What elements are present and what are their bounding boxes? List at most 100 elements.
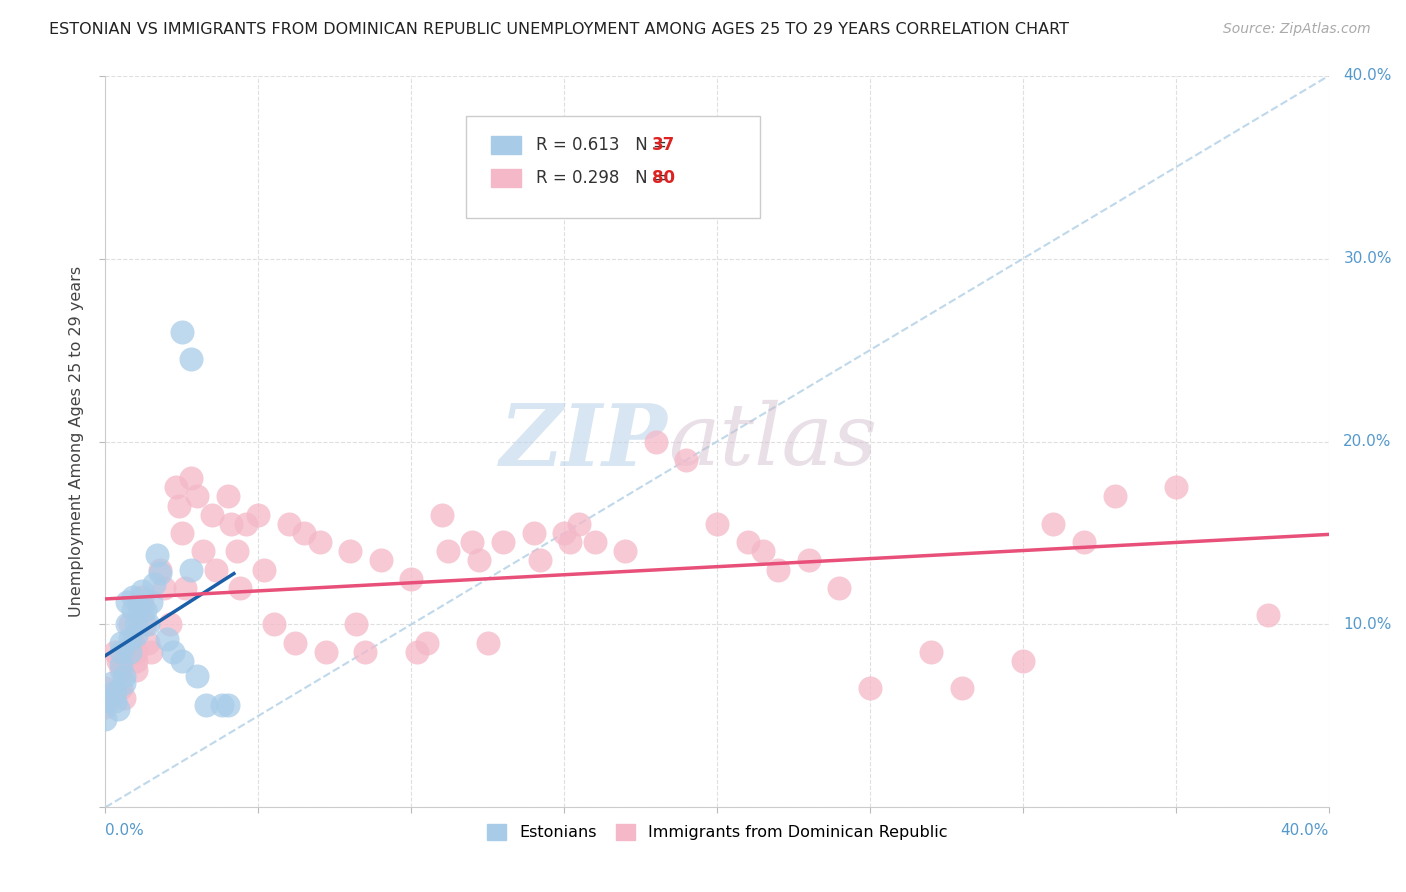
Point (149, 563, 172, 577)
Point (614, 544, 637, 558)
Point (149, 566, 172, 581)
Point (125, 628, 148, 642)
Point (170, 526, 193, 541)
Point (217, 698, 239, 712)
Point (125, 645, 148, 659)
Point (399, 572, 422, 586)
Point (167, 499, 190, 513)
Text: 37: 37 (652, 136, 675, 154)
Point (107, 654, 129, 668)
Point (277, 516, 299, 531)
Point (492, 535, 515, 549)
Point (752, 544, 775, 558)
Point (143, 577, 166, 591)
Point (112, 668, 135, 682)
Text: Source: ZipAtlas.com: Source: ZipAtlas.com (1223, 22, 1371, 37)
Point (204, 563, 226, 577)
Point (94, 699, 117, 714)
Point (146, 548, 169, 562)
Point (94, 694, 117, 708)
Point (125, 654, 148, 668)
Point (737, 535, 759, 549)
Point (461, 535, 484, 549)
Point (180, 563, 202, 577)
Point (568, 516, 591, 531)
Point (859, 681, 882, 696)
Point (131, 584, 153, 599)
Point (141, 645, 163, 659)
Text: 30.0%: 30.0% (1343, 252, 1392, 266)
Point (828, 581, 851, 595)
FancyBboxPatch shape (467, 116, 759, 219)
Point (1256, 608, 1278, 623)
Point (110, 635, 132, 649)
Point (950, 681, 973, 696)
Point (1164, 480, 1187, 494)
Point (110, 663, 132, 677)
Point (110, 657, 132, 672)
Point (1011, 654, 1033, 668)
Point (1073, 535, 1095, 549)
Point (186, 668, 208, 682)
Point (94, 681, 117, 696)
Text: R = 0.613   N =: R = 0.613 N = (536, 136, 672, 154)
Point (122, 603, 145, 617)
Point (122, 635, 145, 649)
Point (430, 508, 453, 522)
Point (152, 581, 174, 595)
Point (768, 563, 790, 577)
Point (308, 535, 330, 549)
Text: 40.0%: 40.0% (1281, 823, 1329, 838)
Point (131, 599, 153, 614)
Text: atlas: atlas (668, 401, 877, 483)
Point (141, 595, 163, 609)
Point (211, 698, 233, 712)
Point (437, 544, 460, 558)
Y-axis label: Unemployment Among Ages 25 to 29 years: Unemployment Among Ages 25 to 29 years (69, 266, 84, 617)
Point (253, 563, 276, 577)
Point (354, 645, 377, 659)
Point (180, 471, 202, 485)
Point (523, 526, 546, 541)
Point (180, 352, 202, 367)
Point (370, 553, 392, 567)
Point (1042, 516, 1064, 531)
Point (118, 617, 141, 632)
Text: 20.0%: 20.0% (1343, 434, 1392, 449)
Text: 0.0%: 0.0% (105, 823, 145, 838)
Point (118, 645, 141, 659)
Text: 80: 80 (652, 169, 675, 187)
Legend: Estonians, Immigrants from Dominican Republic: Estonians, Immigrants from Dominican Rep… (481, 817, 953, 847)
Text: R = 0.298   N =: R = 0.298 N = (536, 169, 672, 187)
Point (118, 632, 141, 646)
Point (112, 676, 135, 690)
Point (110, 645, 132, 659)
Point (284, 635, 307, 649)
Point (219, 516, 242, 531)
Point (159, 617, 181, 632)
Point (174, 581, 197, 595)
Point (100, 676, 122, 690)
Point (186, 489, 208, 503)
Point (128, 599, 150, 614)
Point (415, 635, 437, 649)
Point (134, 617, 156, 632)
Text: 40.0%: 40.0% (1343, 69, 1392, 83)
Point (107, 701, 129, 715)
Point (134, 603, 156, 617)
Point (131, 590, 153, 604)
Point (229, 581, 252, 595)
Point (477, 635, 499, 649)
Text: 10.0%: 10.0% (1343, 617, 1392, 632)
Point (1104, 489, 1126, 503)
Point (292, 526, 315, 541)
Point (644, 434, 666, 449)
Point (170, 654, 193, 668)
Point (125, 617, 148, 632)
Point (115, 595, 138, 609)
Point (165, 480, 187, 494)
Point (155, 632, 177, 646)
Point (467, 553, 489, 567)
Point (339, 544, 361, 558)
Point (193, 544, 215, 558)
